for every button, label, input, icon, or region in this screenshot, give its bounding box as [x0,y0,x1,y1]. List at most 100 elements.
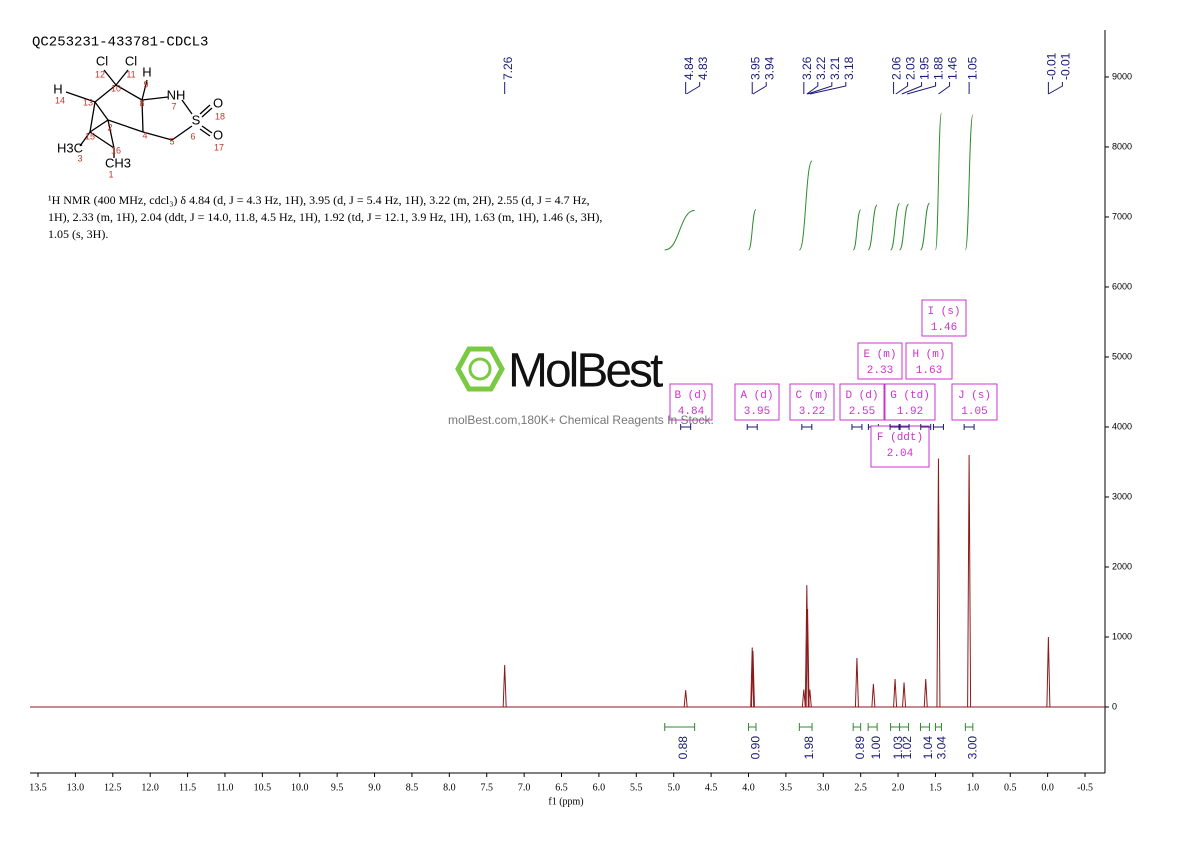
x-tick-label: 11.0 [216,782,233,793]
integral-bar [899,723,910,731]
peak-label: 1.95 [918,56,932,80]
y-tick-label: 3000 [1112,491,1132,501]
integral-label: 1.02 [900,736,914,760]
locant: 5 [169,136,174,146]
y-tick-label: 8000 [1112,141,1132,151]
peak-label: 1.46 [946,56,960,80]
x-tick-label: 0.0 [1041,782,1054,793]
peak-label: 3.94 [762,56,776,80]
integral-bar [798,723,813,731]
multiplet-box [870,425,930,468]
peak [801,689,806,708]
atom-label: O [213,95,223,110]
atom-label: Cl [125,53,137,68]
x-tick-label: 13.0 [67,782,85,793]
peak [1046,636,1051,707]
peak [750,650,755,708]
peak-label: -0.01 [1059,52,1073,80]
locant: 17 [214,142,224,152]
multiplet-label: J (s) [958,390,991,402]
multiplet-value: 1.46 [931,322,957,334]
x-tick-label: 1.5 [929,782,942,793]
multiplet-box [951,383,998,421]
peak-label: 3.26 [800,56,814,80]
multiplet-label: A (d) [740,390,773,402]
multiplet-box [884,383,936,421]
peak [807,689,812,708]
multiplet-value: 1.92 [897,406,923,418]
integral-bar [890,723,901,731]
locant: 15 [85,131,95,141]
peak [967,454,972,707]
multiplet-label: H (m) [912,349,945,361]
multiplet-value: 3.95 [744,406,770,418]
y-tick-label: 4000 [1112,421,1132,431]
integral-curve [798,160,813,251]
integral-curve [852,209,862,251]
integral-label: 0.90 [748,736,762,760]
x-tick-label: 6.5 [555,782,568,793]
watermark-tagline: molBest.com,180K+ Chemical Reagents In S… [448,413,714,427]
peak [871,683,876,708]
locant: 18 [215,111,225,121]
multiplet-bracket [801,424,813,430]
multiplet-bracket [851,424,863,430]
multiplet-bracket [680,424,692,430]
x-tick-label: -0.5 [1077,782,1093,793]
atom-label: Cl [96,53,108,68]
integral-bar [852,723,862,731]
x-axis-label: f1 (ppm) [548,796,583,807]
multiplet-box [839,383,885,421]
logo-hexagon [455,346,505,392]
multiplet-value: 2.33 [867,365,893,377]
integral-curve [867,204,878,251]
peak-label-leader [806,82,819,95]
x-tick-label: 1.0 [967,782,980,793]
peak-label-leader [807,82,833,95]
integral-bar [919,723,930,731]
peak [893,678,898,708]
x-tick-label: 11.5 [179,782,196,793]
nmr-description: ¹H NMR (400 MHz, cdcl₃) δ 4.84 (d, J = 4… [48,193,603,241]
peak-label: 4.83 [696,56,710,80]
atom-label: H [53,81,62,96]
peak-label-leader [906,82,937,95]
atom-label: O [213,127,223,142]
multiplet-box [905,342,953,380]
integral-curve [899,203,910,251]
x-tick-label: 7.0 [518,782,531,793]
multiplet-value: 2.04 [887,448,914,460]
x-tick-label: 9.0 [368,782,381,793]
x-tick-label: 7.5 [480,782,493,793]
x-tick-label: 5.5 [630,782,643,793]
multiplet-value: 2.55 [849,406,875,418]
x-tick-label: 12.5 [104,782,122,793]
peak-label-leader [895,82,909,95]
locant: 2 [107,122,112,132]
y-tick-label: 5000 [1112,351,1132,361]
logo-ring [468,357,492,381]
x-tick-label: 0.5 [1004,782,1017,793]
multiplet-label: G (td) [890,390,930,402]
locant: 8 [139,98,144,108]
structure [65,69,213,158]
integral-curve [934,112,942,251]
peak [936,458,941,707]
x-tick-label: 5.0 [667,782,680,793]
y-tick-label: 2000 [1112,561,1132,571]
peak-label: 2.03 [904,56,918,80]
y-tick-label: 6000 [1112,281,1132,291]
peak-label: 2.06 [890,56,904,80]
multiplet-box [734,383,780,421]
x-tick-label: 2.0 [892,782,905,793]
peak-label-leader [938,82,951,95]
locant: 4 [142,130,147,140]
peak-label: 3.22 [814,56,828,80]
integral-curve [890,203,901,251]
peak [902,682,907,708]
x-tick-label: 4.5 [705,782,718,793]
locant: 10 [111,83,121,93]
peak-label: 1.88 [932,56,946,80]
integral-curve [664,209,695,251]
